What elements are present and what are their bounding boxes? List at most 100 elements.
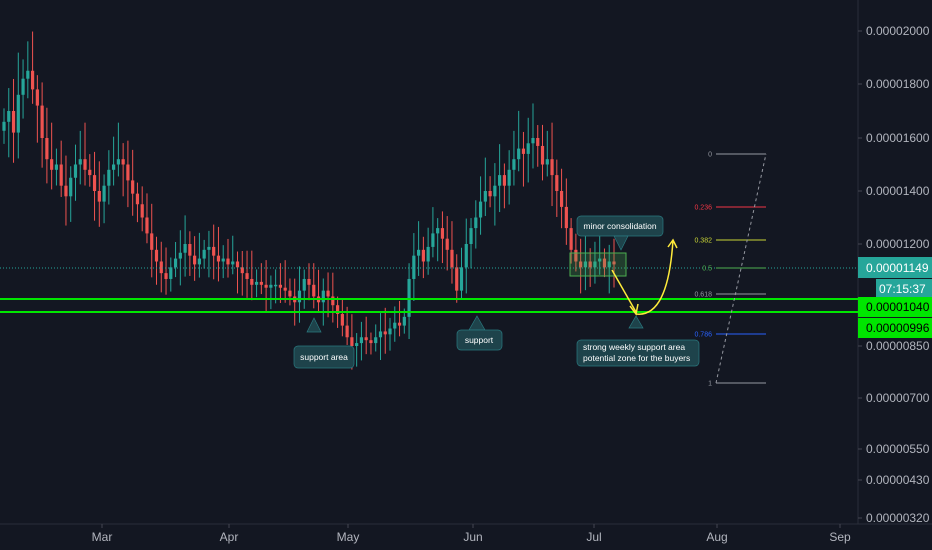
candle-body <box>569 228 573 250</box>
candle-body <box>455 267 459 291</box>
callout-support[interactable]: support <box>456 315 503 351</box>
candle-body <box>555 175 559 191</box>
candle-body <box>326 290 330 297</box>
candle-body <box>612 261 616 265</box>
candle-body <box>540 145 545 165</box>
candle-body <box>259 281 263 285</box>
candle-body <box>269 284 273 288</box>
support-bottom-tag[interactable]: 0.00000996 <box>858 318 932 338</box>
fib-level-label: 1 <box>708 381 712 388</box>
fib-level-label: 0 <box>708 152 712 159</box>
x-tick-label: May <box>337 530 360 544</box>
candle-body <box>283 287 287 291</box>
candle-body <box>169 267 173 279</box>
candle-body <box>83 159 87 170</box>
candle-body <box>159 261 163 274</box>
candle-body <box>383 331 387 335</box>
candle-body <box>545 159 549 165</box>
candle-body <box>374 337 378 344</box>
candle-body <box>440 228 445 239</box>
candle-body <box>50 159 54 170</box>
candle-body <box>245 273 249 279</box>
candle-body <box>11 111 16 133</box>
candle-body <box>30 70 35 90</box>
candle-body <box>469 228 473 244</box>
candle-body <box>412 255 416 279</box>
projection-arrow-down <box>611 269 637 313</box>
candle-body <box>421 249 425 262</box>
candle-body <box>335 305 340 314</box>
x-tick-label: Aug <box>706 530 727 544</box>
candle-body <box>21 78 25 95</box>
x-tick-label: Mar <box>92 530 113 544</box>
candle-body <box>88 169 92 176</box>
candle-body <box>521 148 526 154</box>
candle-body <box>579 261 583 268</box>
candle-body <box>531 138 535 144</box>
candle-body <box>40 105 44 138</box>
candle-body <box>145 217 149 234</box>
candle-body <box>183 244 187 253</box>
fib-retracement[interactable]: 0 0.236 0.382 0.5 0.618 0.786 1 <box>694 152 766 388</box>
candle-body <box>517 148 521 160</box>
candle-body <box>112 164 116 170</box>
minor-consolidation-label: minor consolidation <box>583 221 657 231</box>
x-tick-label: Apr <box>220 530 239 544</box>
candle-body <box>321 290 325 303</box>
y-tick-label: 0.00000700 <box>866 391 930 405</box>
candle-body <box>131 180 135 194</box>
candle-body <box>107 169 111 186</box>
y-tick-label: 0.00001400 <box>866 184 930 198</box>
time-axis[interactable]: Mar Apr May Jun Jul Aug Sep <box>92 524 851 544</box>
candle-body <box>507 169 511 186</box>
candle-body <box>407 278 411 317</box>
candle-body <box>331 296 335 306</box>
x-tick-label: Sep <box>829 530 851 544</box>
y-tick-label: 0.00000850 <box>866 339 930 353</box>
callout-minor-consolidation[interactable]: minor consolidation <box>576 215 664 251</box>
candle-body <box>64 185 68 197</box>
candle-body <box>73 164 78 178</box>
candle-body <box>140 204 144 218</box>
y-tick-label: 0.00000430 <box>866 473 930 487</box>
fib-level-label: 0.618 <box>694 292 712 299</box>
candle-body <box>212 246 216 256</box>
candle-body <box>402 316 406 326</box>
candle-body <box>254 281 259 285</box>
candle-body <box>478 201 483 218</box>
candle-body <box>188 244 192 256</box>
support-top-value: 0.00001040 <box>866 300 930 314</box>
strong-support-line1: strong weekly support area <box>583 342 685 352</box>
callout-strong-support[interactable]: strong weekly support area potential zon… <box>576 315 700 367</box>
callout-support-area[interactable]: support area <box>293 317 355 369</box>
candle-body <box>54 164 59 170</box>
candle-body <box>202 249 206 259</box>
candle-body <box>474 217 478 229</box>
candle-body <box>574 249 578 262</box>
y-tick-label: 0.00001200 <box>866 237 930 251</box>
price-axis[interactable]: 0.00002000 0.00001800 0.00001600 0.00001400… <box>858 24 930 525</box>
candle-body <box>274 284 278 287</box>
candle-body <box>483 191 487 202</box>
x-tick-label: Jun <box>463 530 482 544</box>
candle-body <box>397 322 402 326</box>
consolidation-box[interactable] <box>569 252 627 277</box>
candle-body <box>588 261 592 268</box>
candle-body <box>288 290 292 297</box>
support-top-tag[interactable]: 0.00001040 <box>858 297 932 317</box>
y-tick-label: 0.00001600 <box>866 131 930 145</box>
candle-body <box>92 175 97 191</box>
candle-body <box>559 191 564 207</box>
candle-body <box>135 193 140 205</box>
strong-support-line2: potential zone for the buyers <box>583 353 690 363</box>
fib-level-label: 0.236 <box>694 205 712 212</box>
candle-body <box>116 159 120 165</box>
last-price-tag[interactable]: 0.00001149 <box>858 257 932 278</box>
candle-body <box>450 249 454 268</box>
candle-body <box>16 94 20 133</box>
countdown-tag: 07:15:37 <box>876 279 932 297</box>
candle-body <box>512 159 516 170</box>
candle-body <box>550 159 554 176</box>
